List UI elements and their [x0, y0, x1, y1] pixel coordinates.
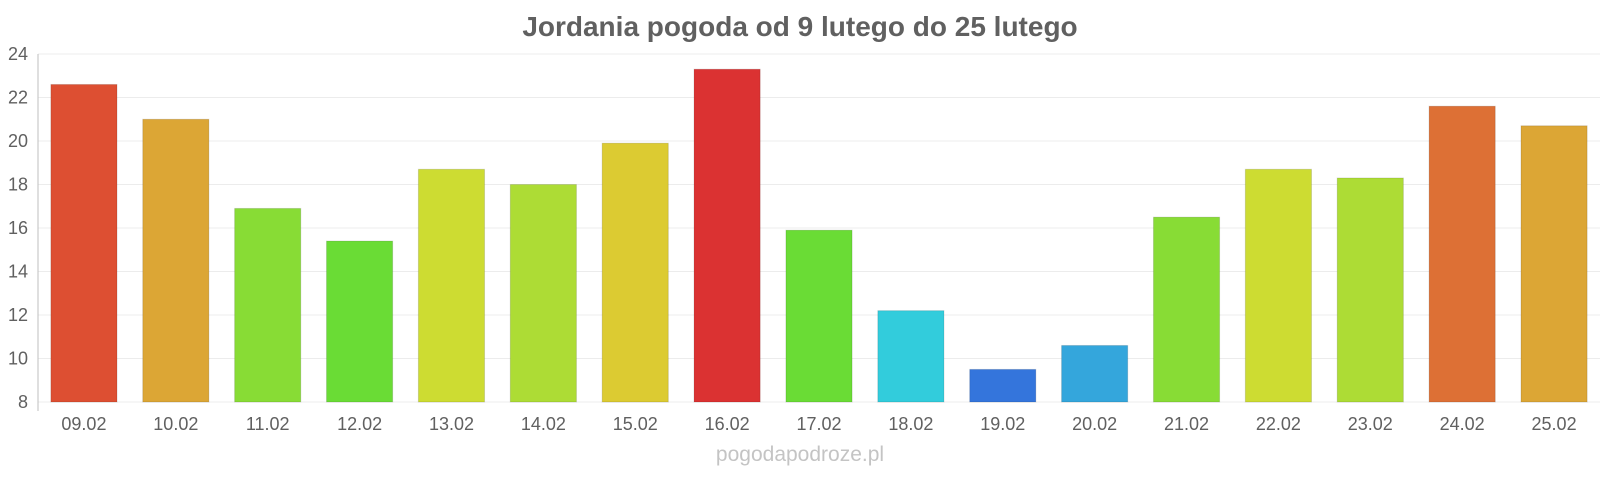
bar[interactable] — [1520, 125, 1588, 403]
bar[interactable] — [1061, 344, 1129, 403]
x-tick-label: 09.02 — [61, 414, 106, 434]
bar[interactable] — [1244, 168, 1312, 403]
bar[interactable] — [601, 142, 669, 403]
bar[interactable] — [969, 368, 1037, 403]
x-tick-label: 18.02 — [888, 414, 933, 434]
y-tick-label: 22 — [8, 88, 28, 108]
bar[interactable] — [785, 229, 853, 403]
bar[interactable] — [1336, 177, 1404, 403]
y-tick-label: 14 — [8, 262, 28, 282]
y-tick-label: 16 — [8, 218, 28, 238]
bar[interactable] — [142, 118, 210, 403]
bar[interactable] — [234, 207, 302, 403]
y-tick-label: 10 — [8, 349, 28, 369]
x-tick-label: 15.02 — [613, 414, 658, 434]
bar[interactable] — [417, 168, 486, 403]
x-tick-label: 17.02 — [796, 414, 841, 434]
x-tick-label: 19.02 — [980, 414, 1025, 434]
x-tick-label: 21.02 — [1164, 414, 1209, 434]
x-tick-label: 25.02 — [1532, 414, 1577, 434]
x-tick-label: 24.02 — [1440, 414, 1485, 434]
y-tick-label: 8 — [18, 392, 28, 412]
watermark: pogodapodroze.pl — [716, 443, 884, 466]
bar[interactable] — [693, 68, 761, 403]
bar[interactable] — [326, 240, 394, 403]
x-tick-label: 22.02 — [1256, 414, 1301, 434]
bars — [50, 68, 1588, 403]
bar[interactable] — [509, 184, 577, 403]
x-tick-label: 20.02 — [1072, 414, 1117, 434]
x-tick-label: 13.02 — [429, 414, 474, 434]
x-tick-label: 23.02 — [1348, 414, 1393, 434]
y-tick-label: 12 — [8, 305, 28, 325]
x-axis-ticks: 09.02 10.02 11.02 12.02 13.02 14.02 15.02 16.02… — [61, 414, 1576, 434]
x-tick-label: 11.02 — [246, 414, 290, 434]
x-tick-label: 14.02 — [521, 414, 566, 434]
bar[interactable] — [1428, 105, 1496, 403]
y-tick-label: 18 — [8, 175, 28, 195]
y-axis-ticks: 8 10 12 14 16 18 20 22 24 — [8, 44, 28, 412]
y-tick-label: 20 — [8, 131, 28, 151]
chart-title: Jordania pogoda od 9 lutego do 25 lutego — [522, 11, 1077, 42]
x-tick-label: 10.02 — [153, 414, 198, 434]
bar[interactable] — [1152, 216, 1221, 403]
bar[interactable] — [877, 310, 945, 403]
bar[interactable] — [50, 83, 118, 403]
x-tick-label: 16.02 — [705, 414, 750, 434]
y-tick-label: 24 — [8, 44, 28, 64]
x-tick-label: 12.02 — [337, 414, 382, 434]
